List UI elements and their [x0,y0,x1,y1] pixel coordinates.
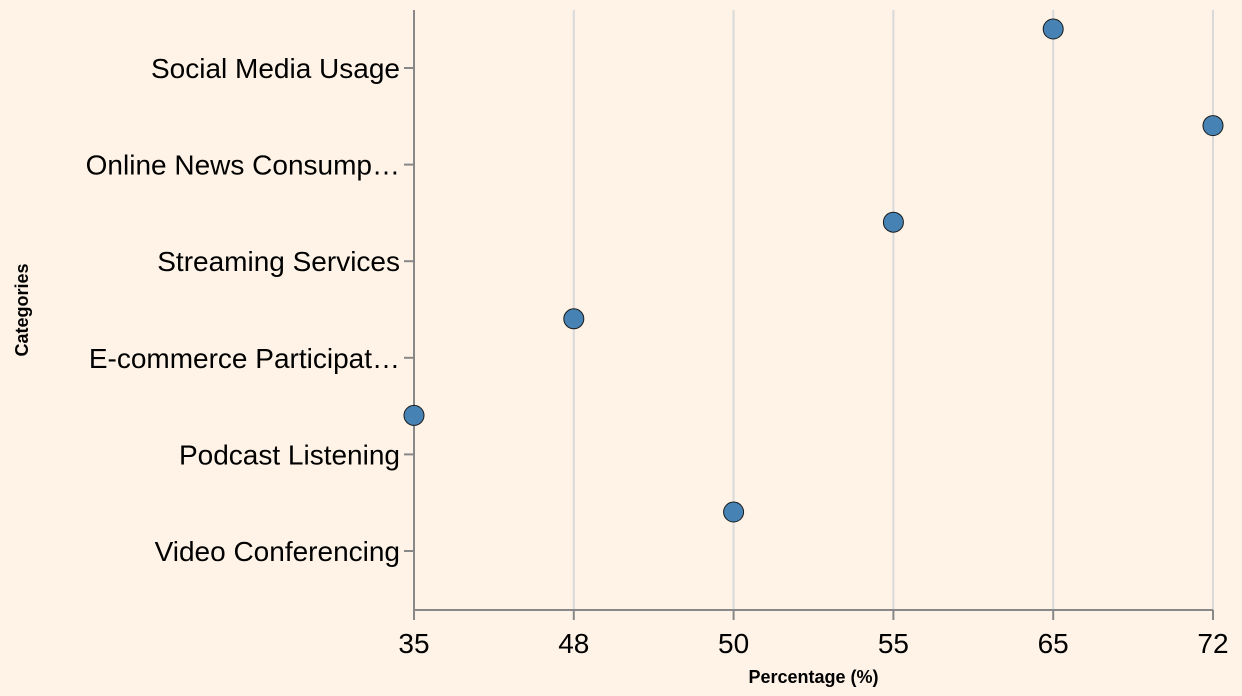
y-tick-label: Podcast Listening [179,439,400,470]
axes [413,10,1213,611]
data-points [403,18,1224,523]
x-tick-label: 48 [558,628,589,659]
x-axis-ticks: 35 48 50 55 65 72 [398,610,1229,659]
data-point [723,501,745,523]
x-axis-title: Percentage (%) [748,667,878,687]
x-tick-label: 72 [1197,628,1228,659]
data-point [882,211,904,233]
y-axis-ticks: Social Media Usage Online News Consump… St… [86,53,414,567]
x-tick-label: 55 [878,628,909,659]
data-point [1202,115,1224,137]
data-point [563,308,585,330]
y-axis-title: Categories [12,263,32,356]
y-tick-label: Video Conferencing [155,536,400,567]
x-tick-label: 65 [1038,628,1069,659]
x-tick-label: 50 [718,628,749,659]
data-point [1042,18,1064,40]
data-point [403,404,425,426]
grid [413,10,1214,610]
y-tick-label: Streaming Services [157,246,400,277]
x-tick-label: 35 [398,628,429,659]
y-tick-label: Online News Consump… [86,150,400,181]
y-tick-label: Social Media Usage [151,53,400,84]
y-tick-label: E-commerce Participat… [89,343,400,374]
